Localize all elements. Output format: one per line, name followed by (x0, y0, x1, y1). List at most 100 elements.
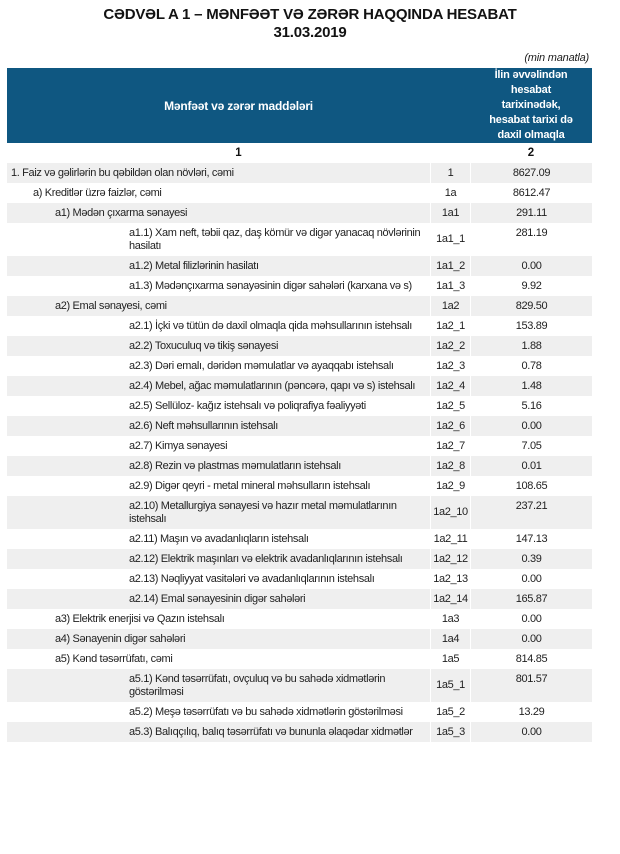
row-label: a5.2) Meşə təsərrüfatı və bu sahədə xidm… (129, 705, 403, 718)
row-label: a2.13) Nəqliyyat vasitələri və avadanlıq… (129, 572, 375, 585)
row-code: 1a2_3 (430, 356, 470, 376)
row-label: a2.3) Dəri emalı, dəridən məmulatlar və … (129, 359, 394, 372)
row-value: 8627.09 (470, 163, 592, 183)
row-code: 1a2_1 (430, 316, 470, 336)
row-label: a5) Kənd təsərrüfatı, cəmi (55, 652, 173, 665)
table-row: a5.3) Balıqçılıq, balıq təsərrüfatı və b… (7, 722, 592, 742)
table-row: a2.4) Mebel, ağac məmulatlarının (pəncər… (7, 376, 592, 396)
table-row: a1.1) Xam neft, təbii qaz, daş kömür və … (7, 223, 592, 256)
profit-loss-table: Mənfəət və zərər maddələri İlin əvvəlind… (7, 68, 592, 742)
row-value: 1.88 (470, 336, 592, 356)
row-label: a1.3) Mədənçıxarma sənayəsinin digər sah… (129, 279, 412, 292)
row-value: 9.92 (470, 276, 592, 296)
column-number-2: 2 (527, 147, 535, 159)
table-row: a3) Elektrik enerjisi və Qazın istehsalı… (7, 609, 592, 629)
row-code: 1a2_4 (430, 376, 470, 396)
table-row: a2.14) Emal sənayesinin digər sahələri 1… (7, 589, 592, 609)
row-code: 1a1_3 (430, 276, 470, 296)
row-code: 1a4 (430, 629, 470, 649)
row-value: 0.39 (470, 549, 592, 569)
row-code: 1a5 (430, 649, 470, 669)
row-value: 0.78 (470, 356, 592, 376)
row-code: 1a2_11 (430, 529, 470, 549)
row-value: 1.48 (470, 376, 592, 396)
row-code: 1a1 (430, 203, 470, 223)
row-value: 0.00 (470, 629, 592, 649)
row-label: a2.12) Elektrik maşınları və elektrik av… (129, 552, 403, 565)
row-label: a1.2) Metal filizlərinin hasilatı (129, 259, 259, 272)
table-body: 1. Faiz və gəlirlərin bu qəbildən olan n… (7, 163, 592, 742)
row-label: a2.5) Sellüloz- kağız istehsalı və poliq… (129, 399, 366, 412)
row-label: a2.2) Toxuculuq və tikiş sənayesi (129, 339, 279, 352)
row-value: 8612.47 (470, 183, 592, 203)
table-row: a2.8) Rezin və plastmas məmulatların ist… (7, 456, 592, 476)
report-title: CƏDVƏL A 1 – MƏNFƏƏT VƏ ZƏRƏR HAQQINDA H… (103, 6, 517, 23)
row-value: 0.00 (470, 609, 592, 629)
row-code: 1a2 (430, 296, 470, 316)
table-row: a2.3) Dəri emalı, dəridən məmulatlar və … (7, 356, 592, 376)
row-value: 291.11 (470, 203, 592, 223)
items-column-header: Mənfəət və zərər maddələri (164, 98, 313, 113)
table-row: a5.2) Meşə təsərrüfatı və bu sahədə xidm… (7, 702, 592, 722)
row-label: a2.8) Rezin və plastmas məmulatların ist… (129, 459, 341, 472)
row-label: a2.1) İçki və tütün də daxil olmaqla qid… (129, 319, 412, 332)
row-value: 237.21 (470, 496, 592, 529)
report-date: 31.03.2019 (273, 24, 347, 41)
table-row: a2.2) Toxuculuq və tikiş sənayesi 1a2_2 … (7, 336, 592, 356)
row-value: 829.50 (470, 296, 592, 316)
row-code: 1a2_14 (430, 589, 470, 609)
table-row: a2.9) Digər qeyri - metal mineral məhsul… (7, 476, 592, 496)
row-code: 1a5_1 (430, 669, 470, 702)
row-label: a5.3) Balıqçılıq, balıq təsərrüfatı və b… (129, 725, 413, 738)
row-code: 1a2_6 (430, 416, 470, 436)
row-value: 165.87 (470, 589, 592, 609)
row-label: 1. Faiz və gəlirlərin bu qəbildən olan n… (11, 166, 234, 179)
row-value: 0.00 (470, 256, 592, 276)
title-block: CƏDVƏL A 1 – MƏNFƏƏT VƏ ZƏRƏR HAQQINDA H… (0, 6, 620, 42)
row-label: a2.7) Kimya sənayesi (129, 439, 228, 452)
row-code: 1a3 (430, 609, 470, 629)
row-code: 1a1_2 (430, 256, 470, 276)
row-code: 1a2_10 (430, 496, 470, 529)
row-code: 1a5_3 (430, 722, 470, 742)
table-row: a5.1) Kənd təsərrüfatı, ovçuluq və bu sa… (7, 669, 592, 702)
row-value: 108.65 (470, 476, 592, 496)
table-row: a2.12) Elektrik maşınları və elektrik av… (7, 549, 592, 569)
row-value: 13.29 (470, 702, 592, 722)
row-code: 1a5_2 (430, 702, 470, 722)
row-code: 1a (430, 183, 470, 203)
row-code: 1a2_7 (430, 436, 470, 456)
row-value: 153.89 (470, 316, 592, 336)
row-code: 1a2_8 (430, 456, 470, 476)
row-label: a3) Elektrik enerjisi və Qazın istehsalı (55, 612, 225, 625)
row-value: 801.57 (470, 669, 592, 702)
table-row: a2.10) Metallurgiya sənayesi və hazır me… (7, 496, 592, 529)
row-label: a2) Emal sənayesi, cəmi (55, 299, 167, 312)
report-page: CƏDVƏL A 1 – MƏNFƏƏT VƏ ZƏRƏR HAQQINDA H… (0, 6, 620, 742)
row-code: 1a2_2 (430, 336, 470, 356)
row-label: a2.10) Metallurgiya sənayesi və hazır me… (129, 499, 397, 525)
row-value: 281.19 (470, 223, 592, 256)
column-number-row: 1 2 (7, 143, 592, 163)
row-code: 1a2_13 (430, 569, 470, 589)
row-value: 0.00 (470, 722, 592, 742)
table-row: a) Kreditlər üzrə faizlər, cəmi 1a 8612.… (7, 183, 592, 203)
column-number-1: 1 (235, 147, 242, 159)
row-label: a2.6) Neft məhsullarının istehsalı (129, 419, 278, 432)
row-label: a4) Sənayenin digər sahələri (55, 632, 186, 645)
row-value: 0.00 (470, 416, 592, 436)
table-row: a2.6) Neft məhsullarının istehsalı 1a2_6… (7, 416, 592, 436)
table-row: a2.13) Nəqliyyat vasitələri və avadanlıq… (7, 569, 592, 589)
row-code: 1a2_9 (430, 476, 470, 496)
row-code: 1a2_5 (430, 396, 470, 416)
row-value: 814.85 (470, 649, 592, 669)
table-row: a2.11) Maşın və avadanlıqların istehsalı… (7, 529, 592, 549)
row-code: 1 (430, 163, 470, 183)
row-label: a2.11) Maşın və avadanlıqların istehsalı (129, 532, 309, 545)
table-row: a5) Kənd təsərrüfatı, cəmi 1a5 814.85 (7, 649, 592, 669)
table-row: 1. Faiz və gəlirlərin bu qəbildən olan n… (7, 163, 592, 183)
row-value: 7.05 (470, 436, 592, 456)
row-label: a2.4) Mebel, ağac məmulatlarının (pəncər… (129, 379, 416, 392)
row-label: a1.1) Xam neft, təbii qaz, daş kömür və … (129, 226, 421, 252)
row-label: a) Kreditlər üzrə faizlər, cəmi (33, 186, 162, 199)
